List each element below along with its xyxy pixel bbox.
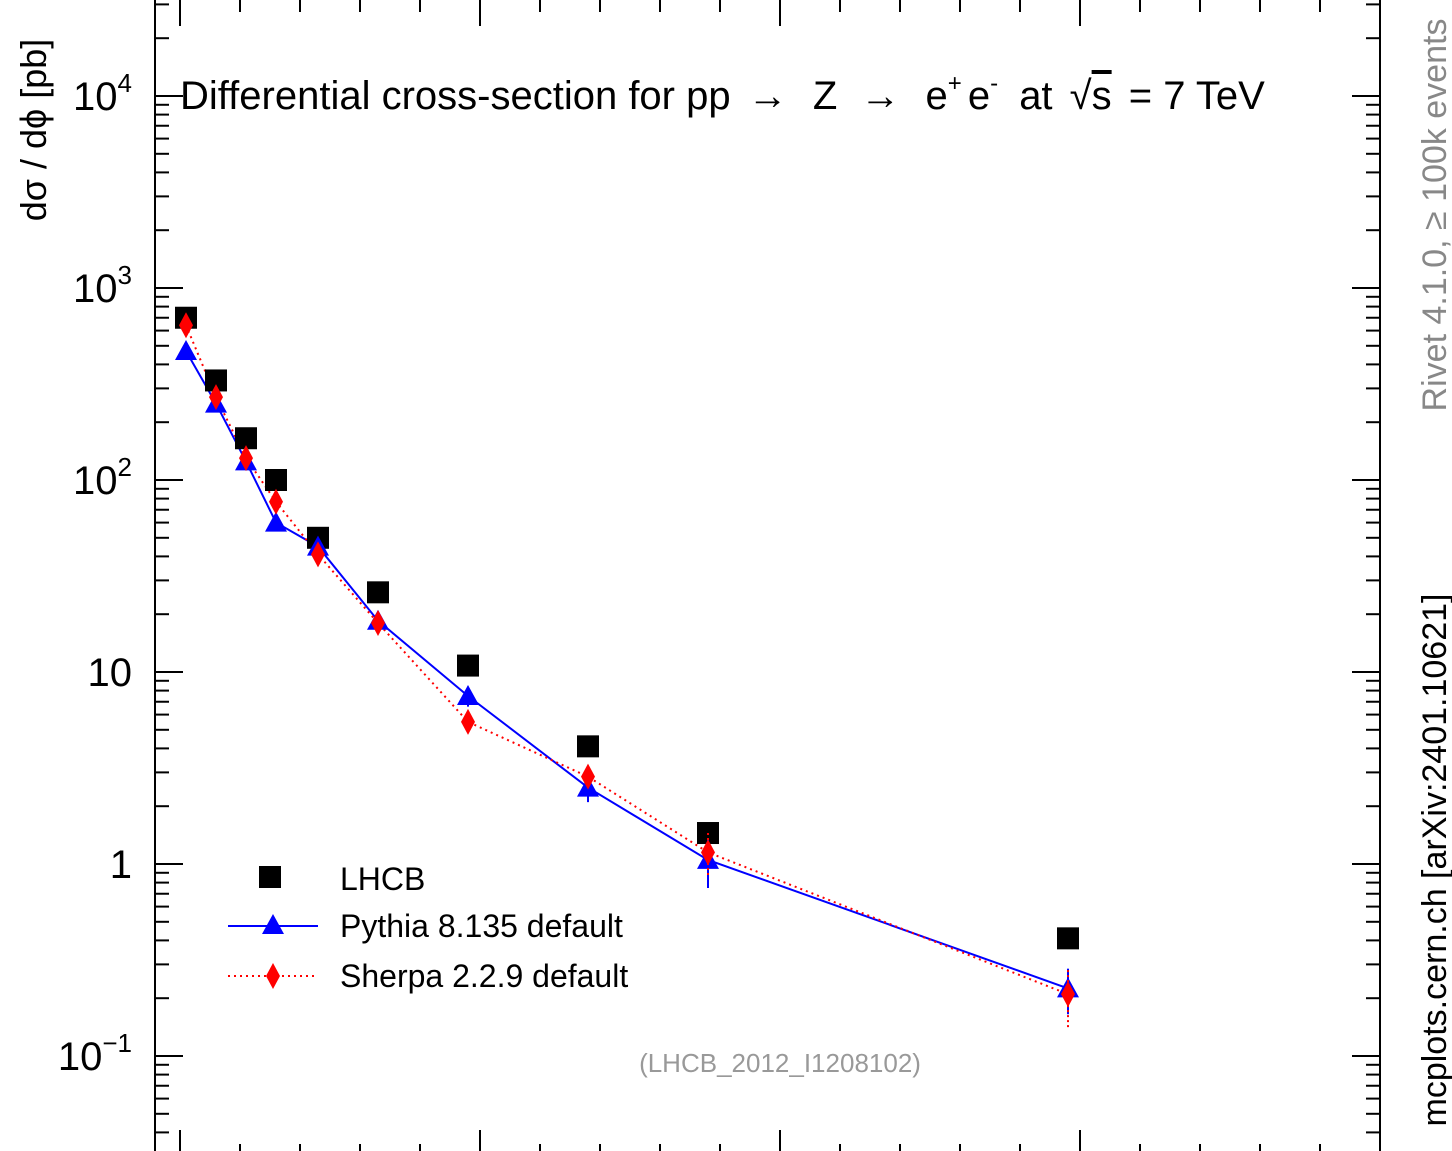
data-point-sherpa — [209, 384, 223, 411]
series-line-1 — [185, 350, 1069, 990]
data-point-pythia — [265, 511, 287, 532]
chart-title: Differential cross-section for pp → Z → … — [180, 56, 1265, 118]
data-point-lhcb — [367, 581, 389, 604]
series-line-2 — [185, 324, 1069, 996]
x-axis-ticks — [179, 0, 1321, 1151]
data-point-sherpa — [1061, 981, 1075, 1008]
data-point-lhcb — [577, 735, 599, 758]
mcplots-label: mcplots.cern.ch [arXiv:2401.10621] — [1416, 594, 1452, 1127]
data-point-sherpa — [701, 839, 715, 866]
data-point-sherpa — [269, 488, 283, 515]
y-tick-label: 10−1 — [58, 1028, 132, 1079]
y-axis-ticks — [155, 3, 1380, 1134]
data-point-pythia — [175, 339, 197, 360]
data-series — [175, 306, 1079, 1028]
rivet-version-label: Rivet 4.1.0, ≥ 100k events — [1416, 19, 1452, 412]
legend: LHCB Pythia 8.135 default Sherpa 2.2.9 d… — [228, 861, 628, 994]
y-axis-label: dσ / dϕ [pb] — [13, 39, 54, 221]
plot-frame — [154, 0, 1381, 1151]
data-point-sherpa — [581, 763, 595, 790]
legend-label-lhcb: LHCB — [340, 861, 425, 897]
data-point-sherpa — [311, 541, 325, 568]
data-point-sherpa — [371, 609, 385, 636]
data-point-sherpa — [179, 312, 193, 339]
data-point-sherpa — [239, 445, 253, 472]
y-tick-label: 104 — [73, 68, 132, 119]
y-tick-label: 102 — [73, 452, 132, 503]
legend-marker-pythia — [262, 914, 284, 934]
data-point-lhcb — [265, 469, 287, 491]
legend-marker-sherpa — [266, 963, 280, 989]
data-point-lhcb — [205, 369, 227, 392]
data-point-lhcb — [1057, 927, 1079, 950]
data-point-pythia — [457, 684, 479, 705]
legend-marker-lhcb — [259, 866, 281, 888]
y-tick-label: 1 — [110, 843, 132, 887]
y-tick-label: 10 — [88, 651, 133, 695]
legend-label-sherpa: Sherpa 2.2.9 default — [340, 958, 628, 994]
data-point-lhcb — [457, 654, 479, 677]
analysis-id-label: (LHCB_2012_I1208102) — [639, 1048, 921, 1078]
data-point-sherpa — [461, 708, 475, 735]
legend-label-pythia: Pythia 8.135 default — [340, 908, 623, 944]
y-tick-label: 103 — [73, 260, 132, 311]
data-point-lhcb — [235, 427, 257, 450]
